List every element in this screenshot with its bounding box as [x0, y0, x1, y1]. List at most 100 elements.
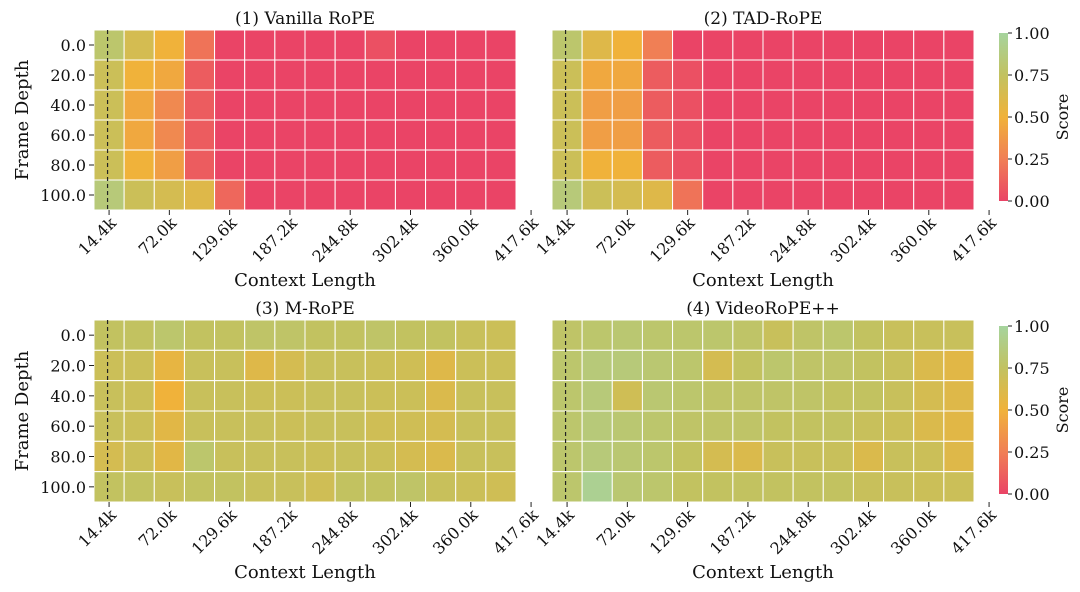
heatmap-cell — [762, 149, 794, 181]
panel-title: (3) M-RoPE — [255, 299, 355, 319]
heatmap-cell — [551, 59, 583, 91]
heatmap-cell — [883, 410, 915, 442]
heatmap-cell — [913, 179, 945, 211]
heatmap-cell — [883, 89, 915, 121]
heatmap-cell — [425, 89, 457, 121]
x-tick-label: 302.4k — [827, 505, 880, 558]
heatmap-cell — [183, 59, 216, 91]
heatmap-cell — [214, 471, 246, 503]
heatmap-cell — [425, 149, 457, 181]
heatmap-cell — [183, 380, 216, 412]
x-tick-label: 417.6k — [947, 213, 1000, 266]
heatmap-cell — [641, 380, 674, 412]
heatmap-cell — [214, 119, 246, 151]
heatmap-cell — [913, 119, 945, 151]
heatmap-cell — [792, 89, 824, 121]
heatmap-cell — [244, 59, 276, 91]
heatmap-cell — [394, 380, 427, 412]
x-tick-label: 187.2k — [248, 213, 301, 266]
heatmap-cell — [153, 410, 185, 442]
heatmap-cell — [274, 380, 306, 412]
heatmap-cell — [244, 380, 276, 412]
heatmap-cell — [123, 119, 155, 151]
heatmap-cell — [611, 89, 643, 121]
heatmap-cell — [425, 349, 457, 382]
heatmap-cell — [244, 410, 276, 442]
y-axis-label: Frame Depth — [12, 59, 33, 180]
heatmap-cell — [364, 89, 396, 121]
heatmap-cell — [913, 440, 945, 473]
heatmap-cell — [274, 149, 306, 181]
heatmap-cell — [304, 380, 336, 412]
heatmap-cell — [304, 410, 336, 442]
heatmap-cell — [792, 29, 824, 61]
heatmap-cell — [394, 59, 427, 91]
heatmap-cell — [183, 179, 216, 211]
heatmap-cell — [183, 89, 216, 121]
heatmap-cell — [672, 29, 704, 61]
x-tick-label: 72.0k — [135, 213, 181, 259]
x-tick-label: 302.4k — [827, 213, 880, 266]
heatmap-cell — [672, 149, 704, 181]
heatmap-cell — [913, 471, 945, 503]
x-tick-label: 360.0k — [887, 505, 940, 558]
colorbar — [999, 33, 1008, 201]
colorbar — [999, 326, 1008, 494]
heatmap-cell — [822, 349, 854, 382]
heatmap-cell — [485, 471, 517, 503]
heatmap-cell — [822, 319, 854, 351]
x-axis-label: Context Length — [692, 562, 834, 583]
heatmap-cell — [153, 149, 185, 181]
heatmap-cell — [485, 29, 517, 61]
heatmap-cell — [822, 410, 854, 442]
heatmap-cell — [762, 119, 794, 151]
heatmap-cell — [455, 349, 487, 382]
heatmap-cell — [762, 471, 794, 503]
heatmap-cell — [214, 179, 246, 211]
heatmap-cell — [274, 410, 306, 442]
heatmap-cell — [425, 440, 457, 473]
heatmap-cell — [183, 149, 216, 181]
x-tick-label: 417.6k — [947, 505, 1000, 558]
heatmap-cell — [153, 440, 185, 473]
heatmap-cell — [852, 319, 885, 351]
heatmap-cell — [394, 179, 427, 211]
x-tick-label: 72.0k — [593, 213, 639, 259]
heatmap-cell — [364, 59, 396, 91]
heatmap-cell — [244, 440, 276, 473]
heatmap-cell — [551, 89, 583, 121]
heatmap-cell — [425, 119, 457, 151]
heatmap-cell — [641, 149, 674, 181]
heatmap-cell — [93, 380, 125, 412]
heatmap-cell — [852, 440, 885, 473]
heatmap-cell — [792, 349, 824, 382]
heatmap-cell — [581, 380, 613, 412]
heatmap-cell — [641, 119, 674, 151]
x-tick-label: 360.0k — [429, 505, 482, 558]
heatmap-cell — [455, 380, 487, 412]
heatmap-cell — [93, 89, 125, 121]
heatmap-cell — [274, 440, 306, 473]
x-tick-label: 302.4k — [369, 213, 422, 266]
colorbar-tick-label: 0.25 — [1014, 443, 1050, 462]
heatmap-cell — [852, 471, 885, 503]
heatmap-cell — [672, 179, 704, 211]
y-tick-label: 0.0 — [61, 36, 86, 55]
heatmap-cell — [455, 410, 487, 442]
heatmap-cell — [244, 29, 276, 61]
heatmap-cell — [485, 440, 517, 473]
y-tick-label: 20.0 — [50, 357, 86, 376]
heatmap-cell — [943, 119, 975, 151]
heatmap-cell — [214, 440, 246, 473]
panel-title: (4) VideoRoPE++ — [686, 299, 839, 319]
heatmap-cell — [792, 149, 824, 181]
heatmap-cell — [581, 149, 613, 181]
heatmap-cell — [611, 471, 643, 503]
heatmap-cell — [852, 149, 885, 181]
heatmap-cell — [334, 319, 366, 351]
heatmap-cell — [702, 179, 734, 211]
x-tick-label: 244.8k — [308, 505, 361, 558]
heatmap-cell — [93, 29, 125, 61]
y-tick-label: 40.0 — [50, 96, 86, 115]
